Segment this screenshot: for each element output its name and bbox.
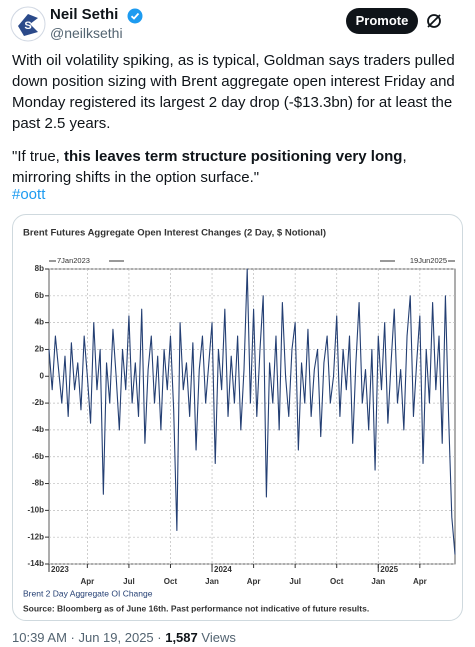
x-tick-label: Jul — [289, 577, 301, 586]
chart: Brent Futures Aggregate Open Interest Ch… — [23, 228, 456, 613]
y-tick-label: -12b — [28, 532, 45, 541]
annotation: 7Jan2023 — [57, 256, 90, 265]
y-tick-label: -2b — [32, 398, 44, 407]
x-tick-label: Oct — [164, 577, 178, 586]
media-card[interactable]: Brent Futures Aggregate Open Interest Ch… — [12, 214, 463, 621]
avatar[interactable]: S — [10, 6, 46, 42]
views-label: Views — [201, 630, 236, 645]
y-tick-label: 6b — [35, 291, 44, 300]
bold-text: this leaves term structure positioning v… — [64, 148, 403, 165]
svg-text:S: S — [24, 20, 31, 32]
y-tick-label: -6b — [32, 452, 44, 461]
y-tick-label: 2b — [35, 345, 44, 354]
y-tick-label: 8b — [35, 264, 44, 273]
year-label: 2023 — [51, 565, 69, 574]
year-label: 2025 — [380, 565, 398, 574]
y-tick-label: 4b — [35, 318, 44, 327]
x-tick-label: Jan — [205, 577, 219, 586]
promote-button[interactable]: Promote — [346, 8, 418, 34]
verified-badge — [127, 8, 143, 24]
y-tick-label: -8b — [32, 479, 44, 488]
tweet-footer: 10:39 AM · Jun 19, 2025 · 1,587 Views — [12, 630, 236, 645]
x-tick-label: Jul — [123, 577, 135, 586]
source-note: Source: Bloomberg as of June 16th. Past … — [23, 603, 369, 613]
text: "If true, — [12, 148, 65, 165]
data-line — [48, 268, 456, 555]
tweet-text: With oil volatility spiking, as is typic… — [12, 52, 455, 132]
grok-icon[interactable] — [425, 12, 443, 30]
chart-title: Brent Futures Aggregate Open Interest Ch… — [23, 228, 326, 239]
y-tick-label: -14b — [28, 559, 45, 568]
year-label: 2024 — [214, 565, 232, 574]
x-tick-label: Jan — [371, 577, 385, 586]
legend-label: Brent 2 Day Aggregate OI Change — [23, 588, 153, 598]
tweet-quote: "If true, this leaves term structure pos… — [12, 146, 464, 188]
y-tick-label: -10b — [28, 505, 45, 514]
timestamp: 10:39 AM · Jun 19, 2025 · — [12, 630, 166, 645]
x-tick-label: Apr — [247, 577, 261, 586]
annotation: 19Jun2025 — [410, 256, 447, 265]
author-name[interactable]: Neil Sethi — [50, 6, 119, 23]
x-tick-label: Apr — [80, 577, 94, 586]
x-tick-label: Apr — [413, 577, 427, 586]
text: , mirroring shifts in the option surface… — [12, 148, 407, 186]
hashtag[interactable]: #oott — [12, 186, 46, 203]
views-count: 1,587 — [165, 630, 198, 645]
author-handle[interactable]: @neilksethi — [50, 25, 123, 41]
y-tick-label: 0 — [40, 371, 45, 380]
x-tick-label: Oct — [330, 577, 344, 586]
y-tick-label: -4b — [32, 425, 44, 434]
